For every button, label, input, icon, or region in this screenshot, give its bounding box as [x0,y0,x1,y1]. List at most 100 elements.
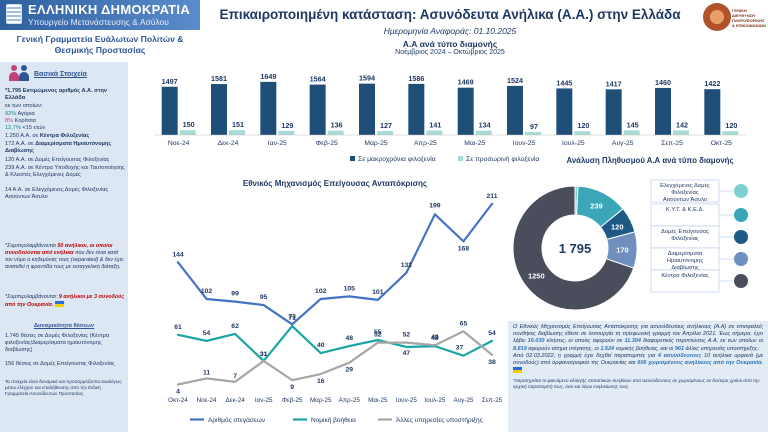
data-label: 11 [203,369,210,376]
data-label: 31 [260,351,268,358]
gov-name: ΕΛΛΗΝΙΚΗ ΔΗΜΟΚΡΑΤΙΑ [28,2,191,17]
x-tick-label: Απρ-25 [339,397,361,404]
data-label: 48 [431,335,439,342]
bar-temporary [525,131,541,135]
x-tick-label: Μαι-25 [464,140,485,147]
x-tick-label: Οκτ-25 [711,140,732,147]
data-label: 47 [403,350,411,357]
legend-marker [734,208,748,222]
data-label: 49 [431,334,439,341]
bar-label-temporary: 142 [676,120,688,129]
legend-label: Σε προσωρινή φιλοξενία [466,155,539,163]
bar-label-temporary: 150 [183,120,195,129]
data-label: 105 [344,285,356,292]
x-tick-label: Αυγ-25 [612,140,634,147]
data-label: 40 [317,342,325,349]
legend-swatch [458,156,463,161]
x-tick-label: Ιουν-25 [396,397,417,404]
data-label: 132 [401,262,413,269]
legend-marker [734,230,748,244]
x-tick-label: Σεπ-25 [661,140,683,147]
reference-date: Ημερομηνία Αναφοράς: 01.10.2025 [383,26,517,36]
helpline-info-box: Ο Εθνικός Μηχανισμός Επείγουσας Ανταπόκρ… [508,321,768,432]
legend-label: Άλλες υπηρεσίες υποστήριξης [396,416,483,424]
capacity-emergency: 156 θέσεις σε Δομές Επείγουσας Φιλοξενία… [5,361,115,367]
capacity-note: Τα στοιχεία είναι δυναμικά και προσαρμόζ… [5,379,122,396]
asylum-structures-row: 14 Α.Α. σε Ελεγχόμενες Δομές Φιλοξενίας … [5,187,109,201]
bar-long-term [605,89,622,135]
bar-label-temporary: 151 [232,120,244,129]
legend-marker [734,252,748,266]
data-label: 61 [174,324,182,331]
data-label: 9 [290,384,294,391]
legend-label: Αριθμός στεγάσεων [208,416,265,424]
bar-label-long-term: 1422 [704,79,720,88]
slice-value-label: 14 [572,197,581,206]
bar-long-term [359,83,375,135]
legend-label: Αιτούντων Άσυλο [663,197,707,203]
data-label: 55 [374,329,382,336]
bar-temporary [278,130,295,135]
bar-long-term [655,87,671,135]
apartments-row: 172 Α.Α. σε Διαμερίσματα Ημιαυτόνομης Δι… [5,141,112,155]
bar-label-long-term: 1497 [162,77,178,86]
legend-label: Φιλοξενίας [671,190,699,196]
data-label: 52 [403,332,411,339]
basic-data-title: Βασικά Στοιχεία [34,71,87,78]
bar-long-term [260,81,277,135]
data-label: 54 [203,330,211,337]
data-label: 99 [231,291,239,298]
ukraine-flag-icon [513,367,522,374]
legend-label: Σε μακροχρόνια φιλοξενία [358,155,436,163]
top-chart-subtitle: Νοέμβριος 2024 – Οκτώβριος 2025 [395,49,505,56]
data-label: 102 [201,288,213,295]
left-info-panel: Βασικά Στοιχεία *1.795 Εκτιμώμενος αριθμ… [0,62,128,432]
bar-label-long-term: 1586 [408,74,424,83]
slice-value-label: 170 [616,246,629,255]
legend-label: Κέντρα Φιλοξενίας [661,272,709,279]
x-tick-label: Μαρ-25 [364,140,388,147]
x-tick-label: Νοε-24 [197,397,217,404]
x-tick-label: Ιουλ-25 [562,140,585,147]
data-label: 4 [176,389,180,396]
donut-chart-title: Ανάλυση Πληθυσμού Α.Α ανά τύπο διαμονής [566,156,734,165]
x-tick-label: Φεβ-25 [316,140,338,147]
bar-long-term [457,87,474,135]
bar-temporary [426,130,443,135]
legend-label: Ημιαυτόνομης [667,257,704,264]
donut-center-total: 1 795 [559,241,592,256]
data-label: 71 [288,315,296,322]
bar-label-long-term: 1469 [458,78,474,87]
under15-row: 12,7% <15 ετών [5,125,46,131]
ministry-name: Υπουργείο Μετανάστευσης & Ασύλου [28,17,169,27]
donut-slice [512,185,635,311]
data-label: 7 [233,373,237,380]
series-line [176,330,494,386]
data-label: 102 [315,288,327,295]
separated-note: *Συμπεριλαμβάνονται 50 ανήλικοι, οι οποί… [5,243,124,270]
slice-value-label: 239 [590,202,603,211]
bar-temporary [623,130,640,135]
bar-long-term [556,88,573,135]
greek-flag-icon [6,4,22,24]
legend-label: Φιλοξενίας [671,236,699,242]
legend-label: Διαμερίσματα [668,251,703,257]
data-label: 54 [488,330,496,337]
bar-label-temporary: 141 [429,120,441,129]
hosting-centers-row: 1.250 Α.Α. σε Κέντρα Φιλοξενίας [5,133,90,139]
bar-label-temporary: 145 [627,120,639,129]
gov-logo-band: ΕΛΛΗΝΙΚΗ ΔΗΜΟΚΡΑΤΙΑ Υπουργείο Μετανάστευ… [0,0,200,30]
x-tick-label: Νοε-24 [168,140,190,147]
x-tick-label: Φεβ-25 [282,397,303,404]
data-label: 199 [429,202,441,209]
legend-label: Δομές Επείγουσας [661,228,709,235]
bar-label-temporary: 97 [530,122,538,131]
bar-label-long-term: 1649 [260,72,276,81]
people-icon [8,65,32,81]
seal-logo-icon [703,3,731,31]
x-tick-label: Ιουν-25 [513,140,536,147]
legend-marker [734,184,748,198]
bar-temporary [377,130,393,135]
boys-row: 92% Αγόρια [5,111,35,117]
